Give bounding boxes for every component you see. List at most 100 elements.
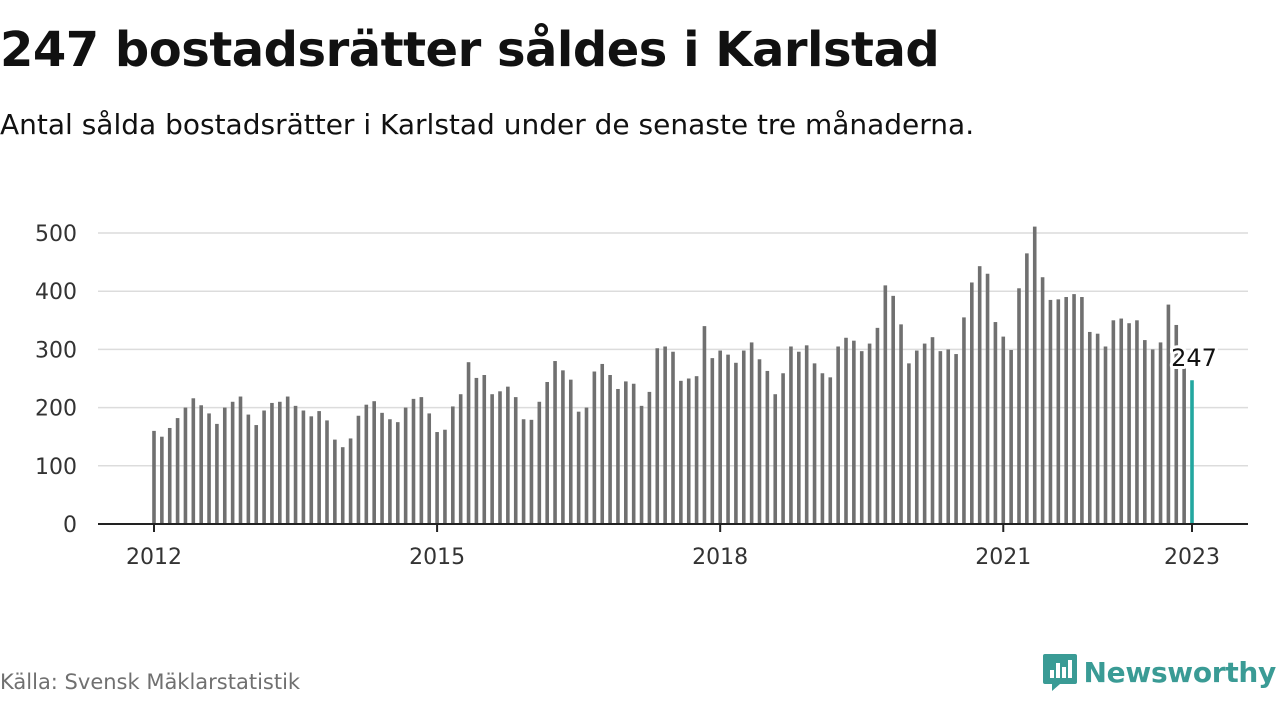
bar bbox=[993, 322, 998, 524]
bar bbox=[977, 266, 982, 524]
bar bbox=[867, 343, 872, 524]
bar bbox=[804, 345, 809, 524]
bar bbox=[380, 412, 384, 524]
bar bbox=[506, 386, 510, 524]
bar bbox=[608, 375, 612, 524]
newsworthy-logo-icon bbox=[1042, 654, 1077, 691]
bar bbox=[773, 394, 778, 524]
bar bbox=[222, 407, 227, 524]
bar bbox=[238, 396, 243, 524]
bar bbox=[679, 380, 683, 524]
bar bbox=[1111, 320, 1116, 524]
bar bbox=[451, 406, 455, 524]
bar bbox=[199, 405, 203, 524]
bar bbox=[655, 348, 660, 524]
bar bbox=[718, 350, 722, 524]
bar bbox=[836, 346, 840, 524]
y-tick-label: 200 bbox=[35, 397, 77, 422]
bar bbox=[1009, 349, 1013, 524]
bar bbox=[1048, 299, 1053, 524]
bar bbox=[702, 326, 707, 524]
bar bbox=[458, 394, 463, 524]
bar bbox=[1135, 320, 1139, 524]
brand-logo[interactable]: Newsworthy bbox=[1042, 652, 1276, 692]
bar bbox=[309, 416, 314, 524]
bar bbox=[938, 351, 943, 524]
bar bbox=[317, 411, 321, 524]
bar bbox=[443, 429, 447, 524]
bar bbox=[1040, 277, 1045, 524]
bar bbox=[922, 343, 927, 524]
bar bbox=[710, 358, 715, 524]
bar bbox=[325, 420, 329, 524]
bar-highlight bbox=[1190, 380, 1194, 524]
bar bbox=[348, 438, 353, 524]
bar bbox=[537, 401, 542, 524]
bar bbox=[191, 398, 196, 524]
bar bbox=[914, 350, 919, 524]
bar bbox=[663, 346, 667, 524]
bar bbox=[356, 415, 361, 524]
bar bbox=[403, 407, 408, 524]
bar bbox=[474, 377, 479, 524]
highlight-value-label: 247 bbox=[1171, 344, 1217, 372]
bar bbox=[270, 402, 274, 524]
bar bbox=[246, 414, 251, 524]
bar bbox=[395, 422, 400, 524]
bar bbox=[388, 419, 392, 524]
bar bbox=[1127, 323, 1131, 524]
bar bbox=[466, 362, 471, 524]
bar bbox=[207, 413, 211, 524]
bar bbox=[765, 370, 770, 524]
bar bbox=[215, 423, 219, 524]
y-tick-label: 300 bbox=[35, 338, 77, 363]
bar bbox=[167, 427, 172, 524]
x-tick-label: 2015 bbox=[409, 545, 465, 570]
bar bbox=[875, 327, 880, 524]
bar bbox=[1072, 294, 1076, 524]
bar bbox=[749, 342, 754, 524]
bar bbox=[1064, 297, 1068, 524]
bar bbox=[584, 407, 589, 524]
bar bbox=[576, 411, 581, 524]
bar bbox=[364, 404, 369, 524]
bar bbox=[600, 363, 605, 524]
bar bbox=[970, 282, 974, 524]
y-tick-label: 0 bbox=[63, 513, 77, 538]
bar bbox=[498, 391, 502, 524]
bar bbox=[820, 373, 825, 524]
bar bbox=[985, 273, 990, 524]
bar bbox=[561, 370, 565, 524]
bar bbox=[647, 391, 652, 524]
bar bbox=[694, 376, 699, 524]
x-tick-label: 2023 bbox=[1164, 545, 1220, 570]
bar bbox=[482, 375, 487, 524]
bar bbox=[844, 337, 848, 524]
bar bbox=[781, 373, 785, 524]
bar bbox=[1025, 253, 1029, 524]
bar bbox=[411, 398, 416, 524]
bar bbox=[1056, 299, 1061, 524]
bar bbox=[671, 351, 675, 524]
bar bbox=[930, 337, 935, 524]
bar bbox=[686, 378, 691, 524]
bar bbox=[513, 397, 518, 524]
bar bbox=[907, 363, 911, 524]
bar bbox=[160, 436, 164, 524]
bar bbox=[639, 405, 644, 524]
bar bbox=[1001, 336, 1006, 524]
bar bbox=[568, 379, 573, 524]
bar bbox=[899, 324, 903, 524]
bar bbox=[340, 447, 345, 524]
bar bbox=[631, 383, 636, 524]
bar bbox=[293, 405, 298, 524]
x-tick-label: 2012 bbox=[126, 545, 182, 570]
bar bbox=[183, 407, 188, 524]
bar bbox=[230, 401, 235, 524]
bar bbox=[1087, 331, 1092, 524]
chart-subtitle: Antal sålda bostadsrätter i Karlstad und… bbox=[0, 108, 975, 141]
bar bbox=[529, 419, 534, 524]
bar bbox=[285, 396, 290, 524]
y-tick-label: 400 bbox=[35, 280, 77, 305]
